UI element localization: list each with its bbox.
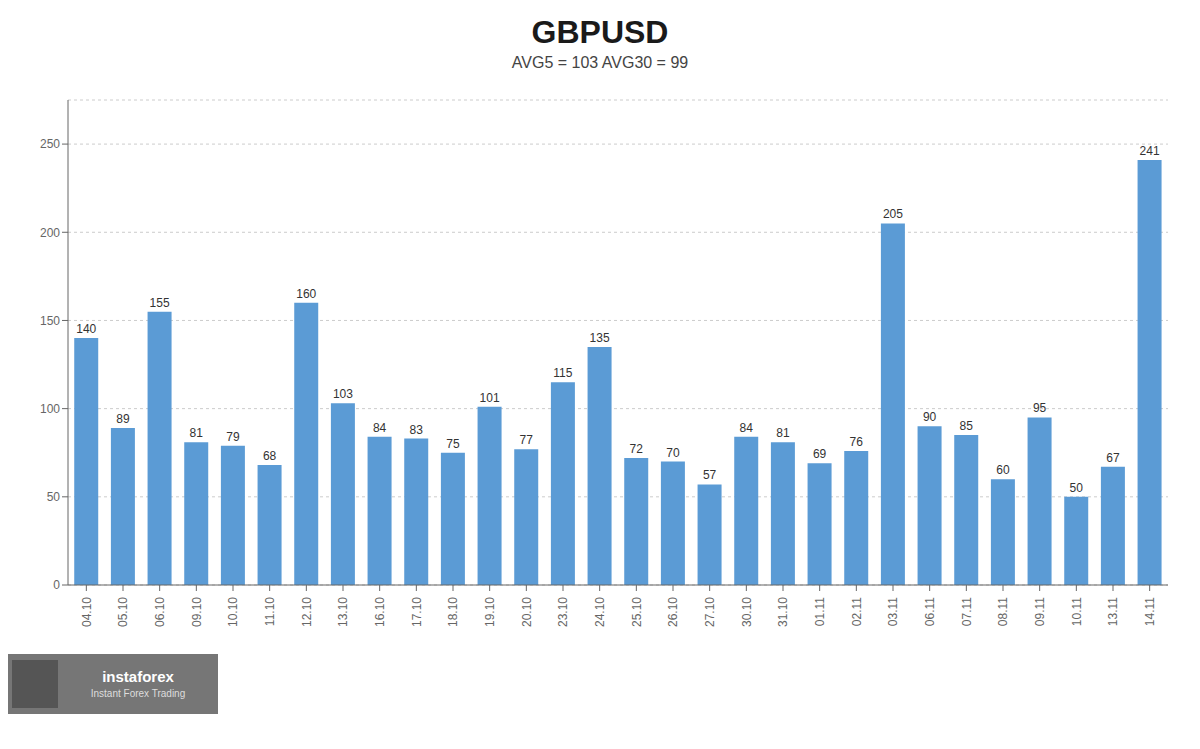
svg-text:50: 50 (1070, 481, 1084, 495)
svg-text:101: 101 (480, 391, 500, 405)
svg-text:95: 95 (1033, 401, 1047, 415)
svg-text:11.10: 11.10 (263, 597, 277, 626)
svg-text:81: 81 (776, 426, 790, 440)
svg-text:06.11: 06.11 (923, 597, 937, 626)
svg-text:68: 68 (263, 449, 277, 463)
svg-text:67: 67 (1106, 451, 1120, 465)
svg-text:01.11: 01.11 (813, 597, 827, 626)
svg-text:250: 250 (40, 137, 60, 151)
svg-text:18.10: 18.10 (446, 597, 460, 627)
svg-text:140: 140 (76, 322, 96, 336)
svg-text:09.10: 09.10 (190, 597, 204, 627)
svg-text:155: 155 (150, 296, 170, 310)
svg-text:60: 60 (996, 463, 1010, 477)
svg-text:70: 70 (666, 446, 680, 460)
svg-text:76: 76 (850, 435, 864, 449)
svg-text:06.10: 06.10 (153, 597, 167, 627)
svg-text:50: 50 (47, 490, 61, 504)
svg-text:75: 75 (446, 437, 460, 451)
svg-text:08.11: 08.11 (996, 597, 1010, 626)
html-text:instaforex: instaforex (102, 668, 174, 685)
svg-text:160: 160 (296, 287, 316, 301)
svg-text:77: 77 (520, 433, 534, 447)
svg-text:26.10: 26.10 (666, 597, 680, 627)
svg-text:0: 0 (53, 578, 60, 592)
svg-text:90: 90 (923, 410, 937, 424)
svg-text:14.11: 14.11 (1143, 597, 1157, 626)
svg-text:241: 241 (1140, 144, 1160, 158)
svg-text:09.11: 09.11 (1033, 597, 1047, 626)
svg-text:16.10: 16.10 (373, 597, 387, 627)
svg-text:84: 84 (373, 421, 387, 435)
svg-text:57: 57 (703, 468, 717, 482)
svg-text:10.10: 10.10 (226, 597, 240, 627)
svg-text:85: 85 (960, 419, 974, 433)
svg-text:05.10: 05.10 (116, 597, 130, 627)
svg-text:23.10: 23.10 (556, 597, 570, 627)
svg-text:79: 79 (226, 430, 240, 444)
svg-text:07.11: 07.11 (960, 597, 974, 626)
svg-text:205: 205 (883, 207, 903, 221)
svg-text:200: 200 (40, 226, 60, 240)
svg-text:13.10: 13.10 (336, 597, 350, 627)
svg-text:19.10: 19.10 (483, 597, 497, 627)
svg-text:83: 83 (410, 423, 424, 437)
html-text:Instant Forex Trading: Instant Forex Trading (90, 688, 186, 699)
svg-text:25.10: 25.10 (630, 597, 644, 627)
html-text:GBPUSD: GBPUSD (531, 14, 669, 50)
svg-text:24.10: 24.10 (593, 597, 607, 627)
svg-text:27.10: 27.10 (703, 597, 717, 627)
svg-text:135: 135 (590, 331, 610, 345)
svg-text:12.10: 12.10 (300, 597, 314, 627)
svg-text:03.11: 03.11 (886, 597, 900, 626)
html-text:AVG5 = 103 AVG30 = 99: AVG5 = 103 AVG30 = 99 (511, 54, 689, 71)
svg-text:04.10: 04.10 (80, 597, 94, 627)
svg-text:84: 84 (740, 421, 754, 435)
svg-text:115: 115 (553, 366, 572, 380)
svg-text:81: 81 (190, 426, 204, 440)
svg-text:31.10: 31.10 (776, 597, 790, 627)
svg-text:17.10: 17.10 (410, 597, 424, 627)
svg-text:150: 150 (40, 314, 60, 328)
svg-text:13.11: 13.11 (1106, 597, 1120, 626)
svg-text:69: 69 (813, 447, 827, 461)
svg-text:100: 100 (40, 402, 60, 416)
svg-text:30.10: 30.10 (740, 597, 754, 627)
svg-text:20.10: 20.10 (520, 597, 534, 627)
svg-text:72: 72 (630, 442, 644, 456)
svg-text:103: 103 (333, 387, 353, 401)
svg-text:02.11: 02.11 (850, 597, 864, 626)
svg-text:10.11: 10.11 (1070, 597, 1084, 626)
svg-text:89: 89 (116, 412, 130, 426)
